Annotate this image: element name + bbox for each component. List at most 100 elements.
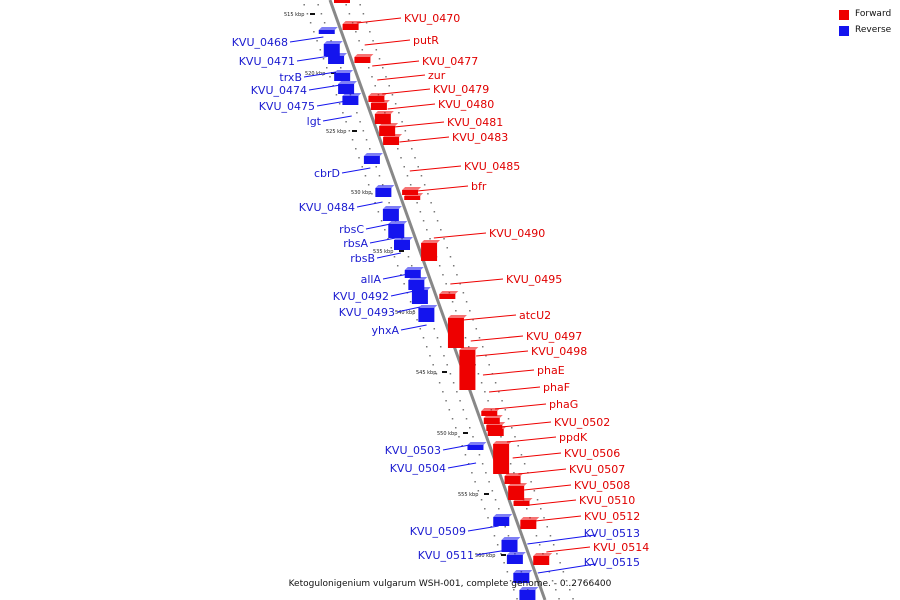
grid-dot — [411, 148, 413, 150]
gene-label-bfr: bfr — [471, 180, 487, 193]
gene-label-alla: allA — [361, 273, 382, 286]
forward-gene-block — [404, 196, 421, 200]
grid-dot — [459, 283, 461, 285]
grid-dot — [465, 418, 468, 420]
grid-dot — [362, 13, 365, 15]
gene-label-kvu-0484: KVU_0484 — [299, 201, 355, 214]
gene-label-kvu-0490: KVU_0490 — [489, 227, 545, 240]
gene-label-kvu-0471: KVU_0471 — [239, 55, 295, 68]
grid-dot — [388, 202, 390, 204]
grid-dot — [391, 94, 394, 96]
gene-block-shade — [447, 315, 467, 318]
grid-dot — [351, 139, 354, 141]
reverse-gene-block — [394, 240, 410, 250]
grid-dot — [455, 310, 457, 312]
grid-dot — [459, 400, 461, 402]
grid-dot — [317, 4, 319, 6]
grid-dot — [378, 175, 381, 177]
gene-block-shade — [533, 553, 553, 556]
grid-dot — [458, 436, 460, 438]
grid-dot — [478, 337, 481, 339]
grid-dot — [536, 499, 539, 501]
grid-dot — [419, 328, 422, 330]
forward-gene-block — [487, 429, 504, 436]
tick-label: 545 kbp — [416, 370, 436, 376]
grid-dot — [514, 436, 516, 438]
gene-label-kvu-0498: KVU_0498 — [531, 345, 587, 358]
forward-gene-block — [379, 126, 396, 136]
leader-line — [303, 71, 337, 78]
grid-dot — [446, 247, 449, 249]
forward-gene-block — [508, 486, 525, 500]
gene-label-lgt: lgt — [307, 115, 322, 128]
reverse-gene-block — [411, 290, 428, 304]
gene-block-shade — [402, 187, 422, 190]
grid-dot — [504, 409, 507, 411]
grid-dot — [487, 517, 489, 519]
gene-block-shade — [328, 53, 348, 56]
grid-dot — [555, 589, 557, 591]
leader-line — [467, 525, 499, 532]
grid-dot — [452, 265, 455, 267]
gene-label-kvu-0510: KVU_0510 — [579, 494, 635, 507]
grid-dot — [461, 445, 463, 447]
grid-dot — [429, 355, 431, 357]
grid-dot — [449, 256, 452, 258]
grid-dot — [322, 58, 325, 60]
grid-dot — [506, 571, 509, 573]
grid-dot — [345, 121, 347, 123]
legend-forward-swatch — [839, 10, 849, 20]
leader-line — [387, 103, 436, 110]
grid-dot — [403, 283, 405, 285]
gene-label-kvu-0480: KVU_0480 — [438, 98, 494, 111]
grid-dot — [513, 472, 515, 474]
leader-line — [382, 88, 431, 95]
gene-block-shade — [363, 153, 383, 156]
grid-dot — [509, 580, 512, 582]
grid-dot — [472, 436, 474, 438]
grid-dot — [491, 490, 494, 492]
leader-line — [322, 115, 352, 122]
reverse-gene-block — [328, 56, 345, 64]
grid-dot — [494, 382, 497, 384]
gene-block-shade — [508, 483, 528, 486]
grid-dot — [538, 544, 541, 546]
tick-mark — [399, 250, 404, 252]
grid-dot — [319, 49, 322, 51]
tick-mark — [442, 371, 447, 373]
grid-dot — [533, 490, 536, 492]
grid-dot — [485, 355, 487, 357]
grid-dot — [523, 463, 526, 465]
grid-dot — [530, 481, 532, 483]
leader-line — [372, 60, 420, 67]
gene-block-shade — [375, 185, 395, 188]
grid-dot — [393, 256, 396, 258]
tick-label: 540 kbp — [395, 310, 415, 316]
grid-dot — [548, 571, 551, 573]
forward-gene-block — [481, 411, 498, 416]
gene-block-shade — [323, 41, 343, 44]
grid-dot — [445, 400, 447, 402]
forward-gene-block — [504, 476, 521, 484]
grid-dot — [410, 265, 413, 267]
grid-dot — [417, 166, 419, 168]
grid-dot — [549, 535, 552, 537]
grid-dot — [419, 211, 422, 213]
grid-dot — [361, 49, 364, 51]
grid-dot — [513, 589, 515, 591]
forward-gene-block — [402, 190, 419, 195]
gene-label-kvu-0508: KVU_0508 — [574, 479, 630, 492]
grid-dot — [507, 535, 510, 537]
grid-dot — [369, 31, 371, 33]
reverse-gene-block — [513, 573, 530, 583]
gene-label-ppdk: ppdK — [559, 431, 588, 444]
gene-block-shade — [354, 54, 374, 57]
grid-dot — [306, 13, 309, 15]
tick-mark — [463, 432, 468, 434]
grid-dot — [455, 427, 457, 429]
leader-line — [409, 165, 462, 172]
gene-label-yhxa: yhxA — [371, 324, 399, 337]
grid-dot — [316, 40, 318, 42]
grid-dot — [400, 157, 402, 159]
gene-block-shade — [506, 552, 526, 555]
